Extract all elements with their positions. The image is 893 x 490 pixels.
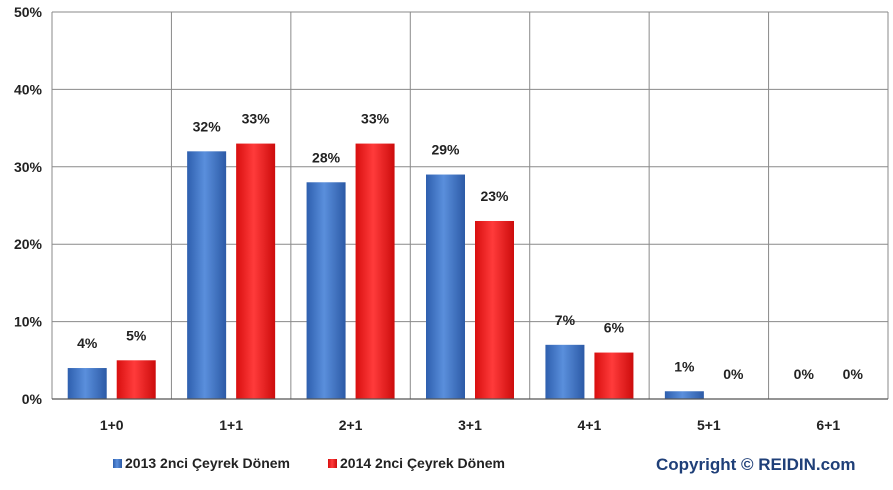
bar: [594, 352, 634, 399]
data-label: 32%: [193, 118, 222, 134]
data-label: 4%: [77, 335, 98, 351]
data-labels-layer: 4% 32% 28% 29% 7% 1% 0% 5% 33% 33% 23% 6% 0% 0%: [77, 111, 863, 382]
data-label: 23%: [480, 188, 509, 204]
data-label: 33%: [361, 111, 390, 127]
bar: [67, 368, 107, 399]
y-tick-label: 0%: [22, 391, 43, 407]
data-label: 7%: [555, 312, 576, 328]
grid-layer: [51, 11, 889, 400]
bar: [116, 360, 156, 399]
data-label: 0%: [723, 366, 744, 382]
y-tick-label: 20%: [14, 236, 43, 252]
bar: [545, 344, 585, 399]
legend-swatch-2014: [328, 459, 337, 468]
data-label: 0%: [794, 366, 815, 382]
bar: [236, 143, 276, 399]
bar: [426, 174, 465, 399]
x-tick-label: 6+1: [816, 417, 840, 433]
x-tick-label: 4+1: [578, 417, 602, 433]
y-tick-label: 10%: [14, 314, 43, 330]
x-tick-label: 1+1: [219, 417, 243, 433]
data-label: 5%: [126, 327, 147, 343]
copyright-text: Copyright © REIDIN.com: [656, 455, 856, 474]
data-label: 33%: [242, 111, 271, 127]
x-tick-label: 5+1: [697, 417, 721, 433]
y-tick-label: 50%: [14, 4, 43, 20]
axis-layer: 0% 10% 20% 30% 40% 50% 1+0 1+1 2+1 3+1 4+1 5+1 6+1: [14, 4, 888, 433]
legend-label-2014: 2014 2nci Çeyrek Dönem: [340, 455, 505, 471]
y-tick-label: 40%: [14, 81, 43, 97]
data-label: 0%: [843, 366, 864, 382]
data-label: 1%: [674, 358, 695, 374]
legend-label-2013: 2013 2nci Çeyrek Dönem: [125, 455, 290, 471]
x-tick-label: 2+1: [339, 417, 363, 433]
legend-swatch-2013: [113, 459, 122, 468]
bar: [355, 143, 395, 399]
bar: [475, 220, 514, 399]
y-tick-label: 30%: [14, 159, 43, 175]
x-tick-label: 3+1: [458, 417, 482, 433]
data-label: 29%: [431, 142, 460, 158]
bar: [187, 151, 227, 399]
bar: [664, 391, 704, 399]
bars-layer: [67, 143, 704, 399]
data-label: 6%: [604, 320, 625, 336]
x-tick-label: 1+0: [100, 417, 124, 433]
data-label: 28%: [312, 149, 341, 165]
bar: [306, 182, 346, 399]
legend: 2013 2nci Çeyrek Dönem 2014 2nci Çeyrek …: [113, 455, 505, 471]
